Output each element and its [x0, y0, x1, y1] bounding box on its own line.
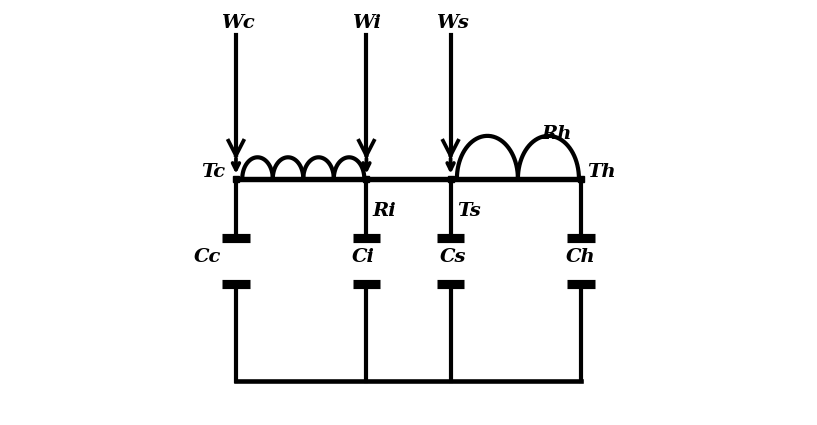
Text: Ri: Ri	[373, 202, 396, 220]
Text: Cs: Cs	[440, 248, 467, 266]
Text: Cc: Cc	[194, 248, 221, 266]
Text: Th: Th	[587, 163, 616, 181]
Text: Ws: Ws	[435, 14, 469, 31]
Text: Rh: Rh	[541, 125, 571, 143]
Text: Wi: Wi	[351, 14, 381, 31]
Text: Tc: Tc	[201, 163, 225, 181]
Text: Ch: Ch	[566, 248, 596, 266]
Text: Ts: Ts	[457, 202, 480, 220]
Text: Wc: Wc	[221, 14, 255, 31]
Text: Ci: Ci	[351, 248, 374, 266]
